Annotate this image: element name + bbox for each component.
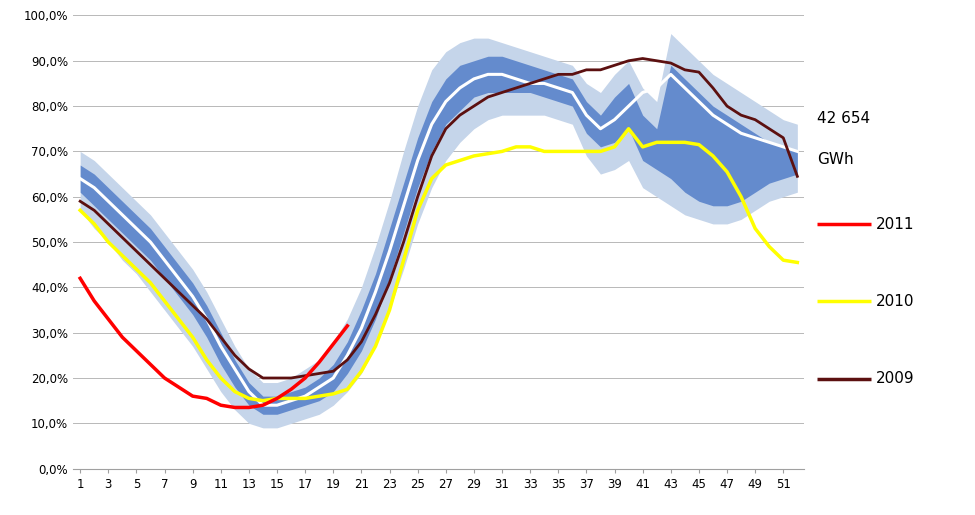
Text: 2011: 2011 <box>876 216 914 232</box>
Text: 2010: 2010 <box>876 294 914 309</box>
Text: 42 654: 42 654 <box>817 111 870 126</box>
Text: 2009: 2009 <box>876 371 915 386</box>
Text: GWh: GWh <box>817 152 854 167</box>
